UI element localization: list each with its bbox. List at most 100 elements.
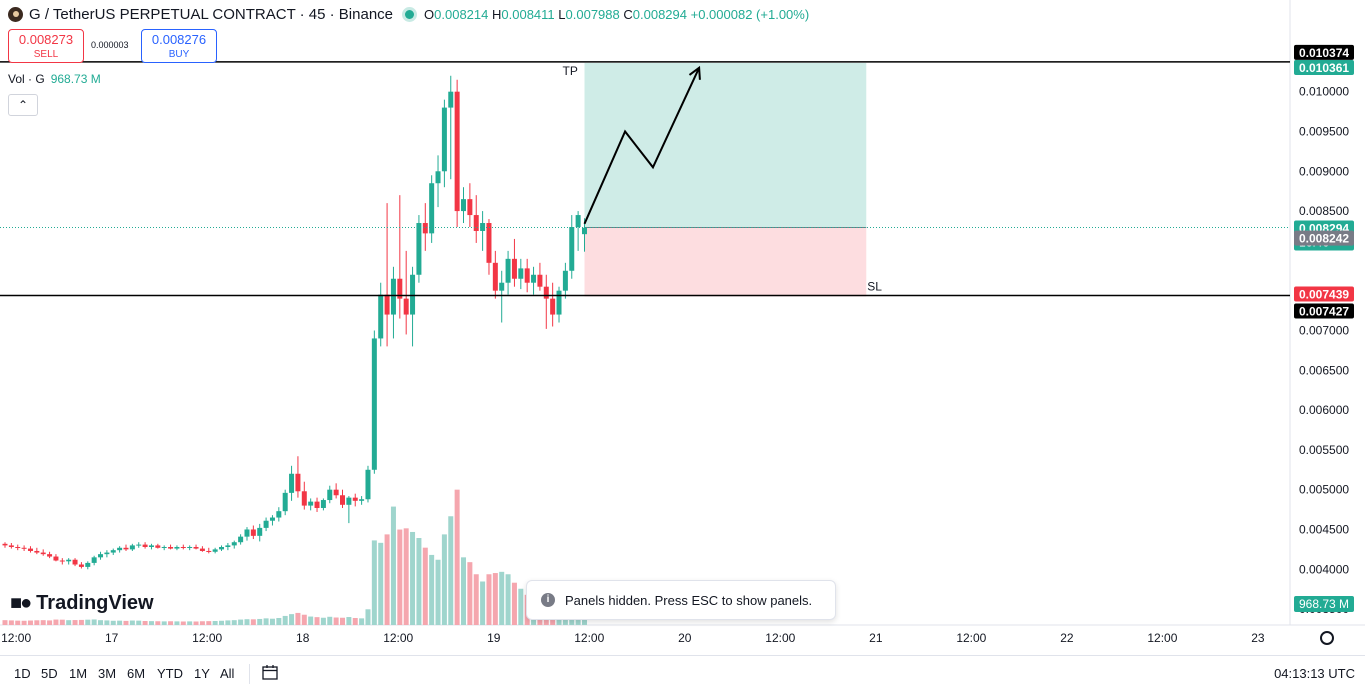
candle-body (250, 529, 256, 536)
candle-body (448, 91, 454, 108)
x-tick-label: 12:00 (1, 631, 31, 645)
candle-body (429, 183, 435, 234)
volume-bar (168, 621, 174, 625)
volume-bar (47, 620, 53, 625)
volume-bar (346, 617, 352, 625)
volume-bar (403, 528, 409, 625)
candle-body (416, 223, 422, 275)
range-all-button[interactable]: All (220, 666, 235, 681)
tp-label: TP (562, 64, 577, 78)
range-6m-button[interactable]: 6M (127, 666, 146, 681)
volume-bar (276, 617, 282, 625)
range-1m-button[interactable]: 1M (69, 666, 88, 681)
volume-bar (486, 574, 492, 625)
price-axis-label (1294, 286, 1354, 302)
candle-body (276, 511, 282, 518)
volume-bar (327, 616, 333, 625)
candle-body (206, 550, 212, 552)
range-5d-button[interactable]: 5D (41, 666, 58, 681)
y-tick-label: 0.008500 (1299, 204, 1349, 218)
candle-body (212, 549, 218, 552)
candle-body (53, 556, 59, 561)
sell-button[interactable]: 0.008273 SELL (8, 29, 84, 63)
x-tick-label: 19 (487, 631, 501, 645)
candle-body (435, 171, 441, 184)
volume-bar (59, 619, 65, 625)
candle-body (492, 262, 498, 291)
candle-body (441, 107, 447, 172)
price-axis-label (1294, 59, 1354, 75)
y-tick-label: 0.009500 (1299, 124, 1349, 138)
candle-body (231, 542, 237, 546)
volume-bar (15, 620, 21, 625)
range-1d-button[interactable]: 1D (14, 666, 31, 681)
volume-bar (467, 562, 473, 625)
y-tick-label: 0.004000 (1299, 562, 1349, 576)
volume-legend[interactable]: Vol · G 968.73 M (8, 72, 101, 86)
volume-bar (518, 588, 524, 625)
y-tick-label: 0.009000 (1299, 164, 1349, 178)
x-tick-label: 20 (678, 631, 692, 645)
calendar-goto-icon[interactable] (262, 664, 278, 680)
candle-body (174, 546, 180, 549)
settings-gear-icon[interactable] (1320, 631, 1334, 645)
candle-body (499, 282, 505, 291)
candle-body (219, 546, 225, 550)
volume-bar (282, 615, 288, 625)
candle-body (129, 545, 135, 550)
y-tick-label: 0.010000 (1299, 85, 1349, 99)
candle-body (193, 546, 199, 549)
collapse-legend-button[interactable]: ⌃ (8, 94, 38, 116)
volume-bar (295, 612, 301, 625)
y-tick-label: 0.005000 (1299, 483, 1349, 497)
candle-body (199, 548, 205, 551)
volume-bar (104, 620, 110, 625)
volume-bar (429, 554, 435, 625)
range-1y-button[interactable]: 1Y (194, 666, 210, 681)
x-tick-label: 12:00 (1147, 631, 1177, 645)
tradingview-logo[interactable]: ■● TradingView (10, 592, 154, 614)
volume-bar (78, 619, 84, 625)
candle-body (327, 489, 333, 501)
candle-body (168, 546, 174, 549)
candle-body (8, 545, 14, 547)
volume-bar (161, 621, 167, 625)
candle-body (524, 268, 530, 283)
volume-bar (219, 620, 225, 625)
price-axis-label (1294, 303, 1354, 319)
x-tick-label: 22 (1060, 631, 1074, 645)
price-axis-label-text: 0.010374 (1299, 46, 1349, 60)
candle-body (117, 547, 123, 551)
range-ytd-button[interactable]: YTD (157, 666, 183, 681)
candle-body (27, 548, 33, 551)
volume-bar (199, 621, 205, 625)
symbol-title[interactable]: G / TetherUS PERPETUAL CONTRACT · 45 · B… (29, 5, 394, 23)
volume-bar (257, 618, 263, 625)
buy-button[interactable]: 0.008276 BUY (141, 29, 217, 63)
volume-bar (269, 618, 275, 625)
volume-bar (390, 506, 396, 625)
utc-clock[interactable]: 04:13:13 UTC (1274, 666, 1355, 681)
candle-body (480, 223, 486, 231)
symbol-logo-icon[interactable] (8, 6, 23, 22)
candle-body (59, 560, 65, 562)
price-axis-label (1294, 230, 1354, 246)
price-chart[interactable]: 0.010000 0.009500 0.009000 0.008500 0.007000… (0, 0, 1365, 655)
candle-body (72, 559, 78, 565)
x-tick-label: 18 (296, 631, 310, 645)
candle-body (562, 270, 568, 291)
candle-body (352, 497, 358, 501)
candle-body (225, 545, 231, 547)
volume-bar (244, 619, 250, 625)
range-3m-button[interactable]: 3M (98, 666, 117, 681)
volume-bar (365, 609, 371, 625)
candle-body (333, 489, 339, 496)
candle-body (295, 473, 301, 492)
candle-body (460, 199, 466, 212)
volume-bar (314, 617, 320, 625)
candle-body (581, 227, 587, 235)
volume-bar (27, 620, 33, 625)
volume-bar (416, 538, 422, 625)
volume-bar (238, 619, 244, 625)
volume-bar (505, 574, 511, 625)
